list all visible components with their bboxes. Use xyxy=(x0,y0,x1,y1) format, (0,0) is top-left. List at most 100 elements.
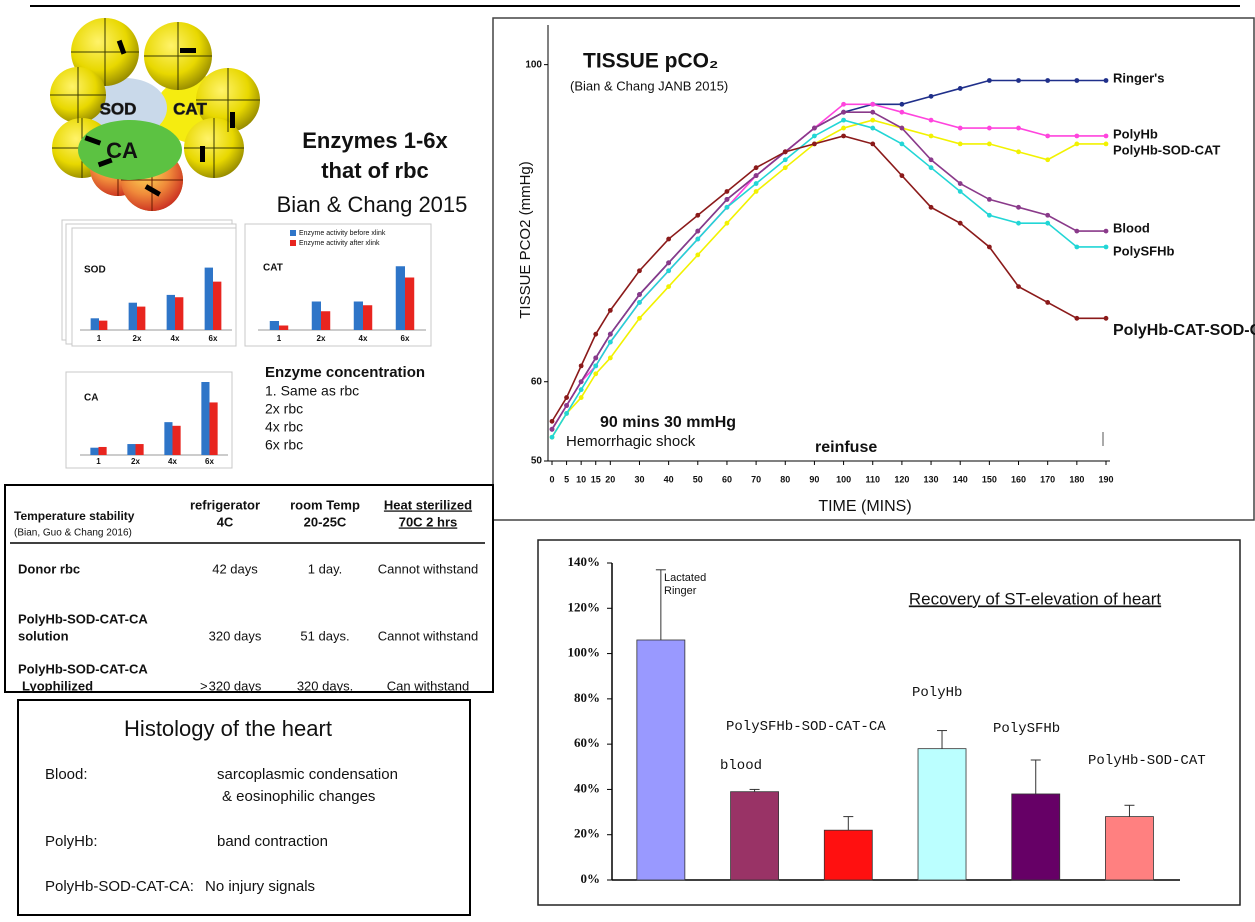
bar xyxy=(127,444,135,455)
x-tick-label: Lactated Ringer xyxy=(664,572,734,598)
series-marker xyxy=(1104,78,1109,83)
x-tick-label: 40 xyxy=(664,474,674,484)
bar xyxy=(731,792,779,880)
bar xyxy=(99,447,107,455)
y-tick-label: 0% xyxy=(581,871,601,886)
x-tick-label: 30 xyxy=(634,474,644,484)
histology-text: No injury signals xyxy=(205,878,315,895)
bar xyxy=(99,321,107,330)
series-marker xyxy=(1104,245,1109,250)
series-marker xyxy=(899,173,904,178)
table-cell: Cannot withstand xyxy=(378,561,478,576)
x-tick-label: 4x xyxy=(359,334,368,343)
x-tick-label: 6x xyxy=(209,334,218,343)
series-marker xyxy=(579,379,584,384)
x-tick-label: 190 xyxy=(1098,474,1113,484)
series-marker xyxy=(695,252,700,257)
series-marker xyxy=(841,126,846,131)
series-marker xyxy=(754,173,759,178)
series-marker xyxy=(1104,134,1109,139)
x-tick-label: 80 xyxy=(780,474,790,484)
series-marker xyxy=(783,157,788,162)
x-tick-label: PolyHb xyxy=(912,685,992,702)
series-marker xyxy=(841,110,846,115)
x-tick-label: 180 xyxy=(1069,474,1084,484)
histology-text: & eosinophilic changes xyxy=(222,788,375,805)
bar xyxy=(321,311,330,330)
table-cell: 320 days. xyxy=(297,678,353,693)
table-cell: 320 days xyxy=(209,678,262,693)
chart-title: CA xyxy=(84,393,98,404)
x-tick-label: 10 xyxy=(576,474,586,484)
table-header: room Temp xyxy=(290,497,360,512)
bar xyxy=(167,295,175,330)
series-marker xyxy=(1104,142,1109,147)
series-marker xyxy=(958,126,963,131)
series-marker xyxy=(666,268,671,273)
x-tick-label: 70 xyxy=(751,474,761,484)
y-tick-label: 60% xyxy=(574,735,600,750)
category-label-box: PolySFHb-SOD-CAT-CA xyxy=(726,719,926,759)
series-line xyxy=(552,112,1106,429)
x-tick-label: 5 xyxy=(564,474,569,484)
bar xyxy=(824,830,872,880)
concentration-item: 6x rbc xyxy=(265,437,303,453)
category-label-box: PolyHb-SOD-CAT xyxy=(1088,753,1248,793)
series-marker xyxy=(579,363,584,368)
series-marker xyxy=(637,300,642,305)
row-note: solution xyxy=(18,628,69,643)
error-bar xyxy=(937,731,947,749)
histology-text: band contraction xyxy=(217,833,328,850)
series-marker xyxy=(929,94,934,99)
series-marker xyxy=(666,260,671,265)
table-header: refrigerator xyxy=(190,497,260,512)
annotation: 90 mins 30 mmHg xyxy=(600,414,736,431)
bar xyxy=(129,303,137,330)
x-tick-label: 150 xyxy=(982,474,997,484)
histology-text: sarcoplasmic condensation xyxy=(217,766,398,783)
bar xyxy=(918,749,966,880)
bar xyxy=(91,318,99,330)
x-tick-label: 20 xyxy=(605,474,615,484)
y-tick-label: 120% xyxy=(568,599,601,614)
series-marker xyxy=(1016,221,1021,226)
x-tick-label: 50 xyxy=(693,474,703,484)
series-marker xyxy=(695,229,700,234)
table-cell: 1 day. xyxy=(308,561,342,576)
series-marker xyxy=(929,157,934,162)
citation: Bian & Chang 2015 xyxy=(277,192,468,217)
series-marker xyxy=(870,102,875,107)
series-marker xyxy=(550,419,555,424)
row-name: PolyHb-SOD-CAT-CA xyxy=(18,611,148,626)
series-marker xyxy=(987,126,992,131)
histology-label: Blood: xyxy=(45,766,88,783)
series-marker xyxy=(550,427,555,432)
enzyme-label: SOD xyxy=(100,99,137,118)
enzyme-diagram xyxy=(50,18,260,211)
x-tick-label: 2x xyxy=(317,334,326,343)
y-axis-label: TISSUE PCO2 (mmHg) xyxy=(517,161,534,319)
series-marker xyxy=(958,189,963,194)
mini-chart-panels xyxy=(62,220,431,468)
series-marker xyxy=(608,332,613,337)
series-marker xyxy=(1104,316,1109,321)
series-marker xyxy=(593,363,598,368)
x-tick-label: 130 xyxy=(924,474,939,484)
table-header: Temperature stability xyxy=(14,509,135,523)
series-marker xyxy=(695,213,700,218)
bar xyxy=(363,305,372,330)
series-marker xyxy=(812,126,817,131)
x-tick-label: 160 xyxy=(1011,474,1026,484)
table-cell: 51 days. xyxy=(300,628,349,643)
x-tick-label: 140 xyxy=(953,474,968,484)
y-tick-label: 50 xyxy=(531,456,543,467)
series-marker xyxy=(666,284,671,289)
table-cell: 320 days xyxy=(209,628,262,643)
series-marker xyxy=(929,134,934,139)
bar xyxy=(201,382,209,455)
caption: that of rbc xyxy=(321,158,429,183)
annotation: Hemorrhagic shock xyxy=(566,433,696,450)
chart-subtitle: (Bian & Chang JANB 2015) xyxy=(570,78,728,93)
series-marker xyxy=(725,197,730,202)
series-line xyxy=(552,80,1106,429)
